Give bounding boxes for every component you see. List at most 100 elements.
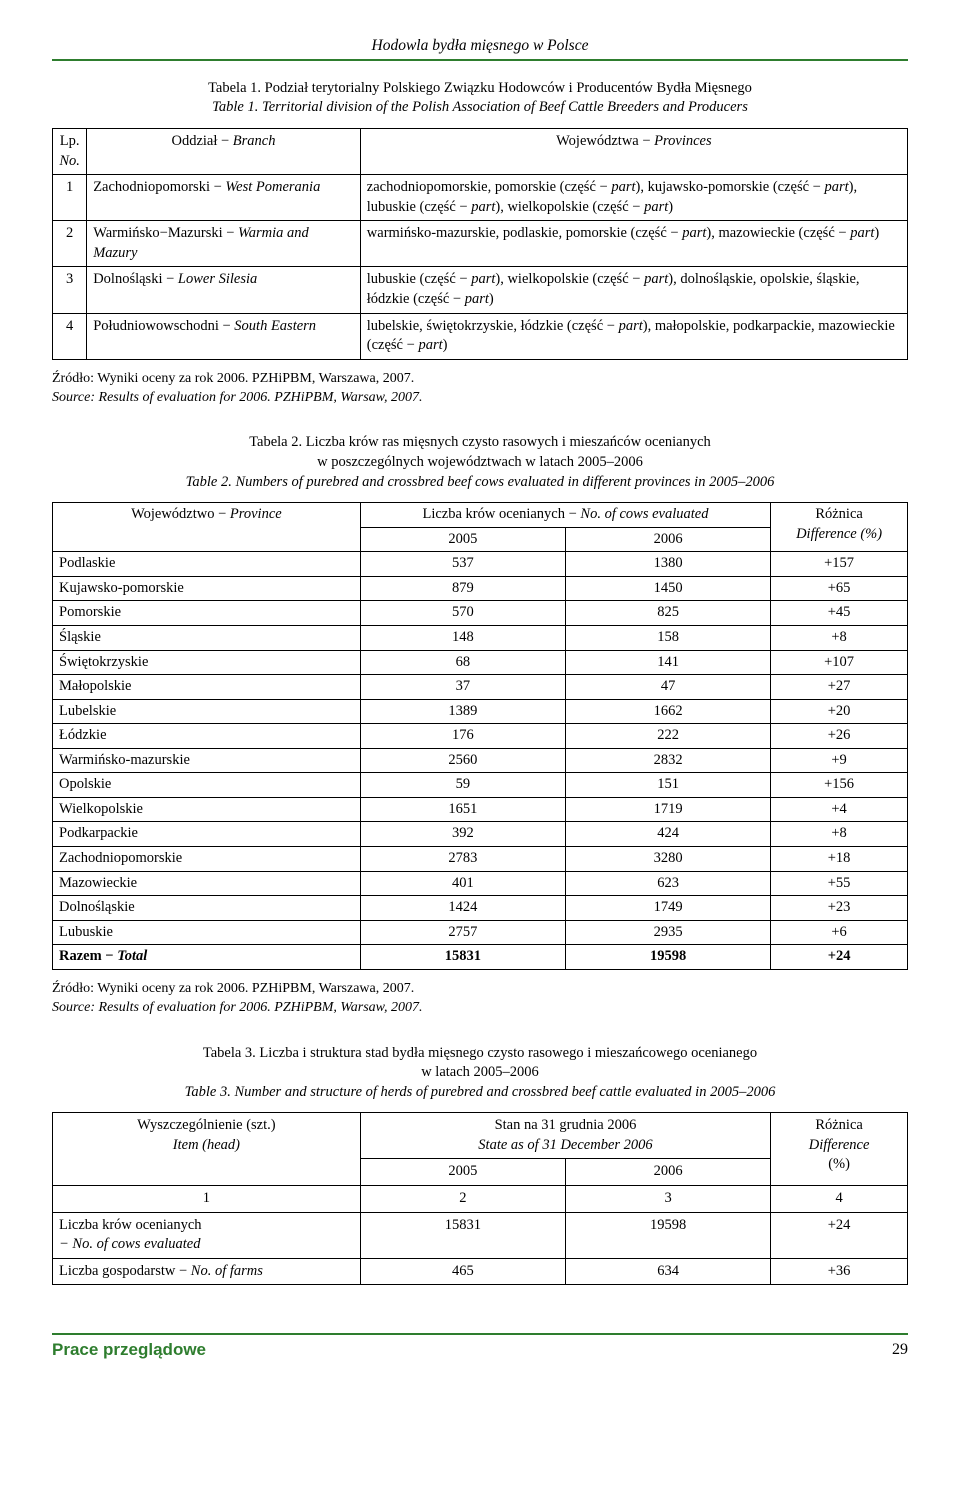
t1-lp: 3	[53, 267, 87, 313]
t3-val-0: 15831	[360, 1212, 565, 1258]
table2-caption: Tabela 2. Liczba krów ras mięsnych czyst…	[52, 433, 908, 492]
table2-source: Źródło: Wyniki oceny za rok 2006. PZHiPB…	[52, 980, 908, 1018]
t2-cell-y2: 623	[565, 871, 770, 896]
t2-cell-d: +18	[771, 847, 908, 872]
table1-caption-en: Table 1. Territorial division of the Pol…	[212, 99, 748, 115]
t2-cell-y2: 141	[565, 650, 770, 675]
t2-cell-name: Wielkopolskie	[53, 797, 361, 822]
table1: Lp.No. Oddział − Branch Województwa − Pr…	[52, 128, 908, 360]
t2-total-2: +24	[771, 945, 908, 970]
t3-colnum-4: 4	[771, 1185, 908, 1212]
t2-cell-y2: 825	[565, 601, 770, 626]
t2-cell-y2: 151	[565, 773, 770, 798]
t2-cell-name: Pomorskie	[53, 601, 361, 626]
t2-cell-y1: 1651	[360, 797, 565, 822]
table2: Województwo − Province Liczba krów oceni…	[52, 502, 908, 970]
t2-cell-y2: 222	[565, 724, 770, 749]
t2-cell-y2: 1719	[565, 797, 770, 822]
t3-head-2006: 2006	[565, 1159, 770, 1186]
t2-cell-name: Łódzkie	[53, 724, 361, 749]
t2-cell-name: Małopolskie	[53, 675, 361, 700]
t1-lp: 4	[53, 313, 87, 359]
t1-head-lp: Lp.No.	[53, 129, 87, 175]
t2-cell-y2: 1380	[565, 552, 770, 577]
t2-cell-d: +26	[771, 724, 908, 749]
t2-cell-y1: 1424	[360, 896, 565, 921]
t2-cell-y1: 59	[360, 773, 565, 798]
t3-colnum-2: 2	[360, 1185, 565, 1212]
t2-cell-y2: 3280	[565, 847, 770, 872]
t2-cell-y1: 392	[360, 822, 565, 847]
t3-val-2: +36	[771, 1258, 908, 1285]
footer-section-label: Prace przeglądowe	[52, 1339, 206, 1362]
t2-cell-name: Podlaskie	[53, 552, 361, 577]
t2-cell-name: Warmińsko-mazurskie	[53, 748, 361, 773]
t2-cell-y2: 2935	[565, 920, 770, 945]
t1-branch: Zachodniopomorski − West Pomerania	[87, 175, 361, 221]
t2-cell-y1: 148	[360, 625, 565, 650]
page-header-title: Hodowla bydła mięsnego w Polsce	[52, 36, 908, 57]
t2-total-0: 15831	[360, 945, 565, 970]
t2-cell-name: Lubuskie	[53, 920, 361, 945]
t1-head-provinces: Województwa − Provinces	[360, 129, 907, 175]
t2-cell-y1: 570	[360, 601, 565, 626]
t2-cell-y2: 2832	[565, 748, 770, 773]
t3-item: Liczba krów ocenianych− No. of cows eval…	[53, 1212, 361, 1258]
t2-cell-name: Świętokrzyskie	[53, 650, 361, 675]
t2-cell-d: +45	[771, 601, 908, 626]
footer-rule	[52, 1333, 908, 1335]
t2-cell-name: Zachodniopomorskie	[53, 847, 361, 872]
t2-cell-y1: 68	[360, 650, 565, 675]
t2-head-diff: RóżnicaDifference (%)	[771, 503, 908, 552]
t2-cell-d: +9	[771, 748, 908, 773]
t2-cell-d: +107	[771, 650, 908, 675]
t1-lp: 2	[53, 221, 87, 267]
t2-total-label: Razem − Total	[53, 945, 361, 970]
t3-colnum-3: 3	[565, 1185, 770, 1212]
t3-item: Liczba gospodarstw − No. of farms	[53, 1258, 361, 1285]
t2-cell-y1: 1389	[360, 699, 565, 724]
t1-branch: Warmińsko−Mazurski − Warmia and Mazury	[87, 221, 361, 267]
t2-cell-y1: 2783	[360, 847, 565, 872]
t3-head-item: Wyszczególnienie (szt.)Item (head)	[53, 1113, 361, 1186]
t2-cell-y1: 37	[360, 675, 565, 700]
t1-provinces: zachodniopomorskie, pomorskie (część − p…	[360, 175, 907, 221]
table1-caption-pl: Tabela 1. Podział terytorialny Polskiego…	[208, 80, 752, 96]
t2-cell-d: +20	[771, 699, 908, 724]
header-rule	[52, 59, 908, 61]
t2-cell-y2: 1662	[565, 699, 770, 724]
t2-cell-y2: 424	[565, 822, 770, 847]
t3-val-1: 634	[565, 1258, 770, 1285]
t2-cell-name: Kujawsko-pomorskie	[53, 576, 361, 601]
t2-cell-d: +23	[771, 896, 908, 921]
t2-cell-d: +157	[771, 552, 908, 577]
table1-caption: Tabela 1. Podział terytorialny Polskiego…	[52, 79, 908, 118]
t1-provinces: lubelskie, świętokrzyskie, łódzkie (częś…	[360, 313, 907, 359]
t2-cell-name: Śląskie	[53, 625, 361, 650]
t3-val-2: +24	[771, 1212, 908, 1258]
footer-page-number: 29	[892, 1339, 908, 1362]
t2-cell-y1: 537	[360, 552, 565, 577]
t2-cell-y1: 2757	[360, 920, 565, 945]
t2-cell-y1: 879	[360, 576, 565, 601]
t2-head-province: Województwo − Province	[53, 503, 361, 552]
t2-cell-y1: 2560	[360, 748, 565, 773]
t2-head-cows: Liczba krów ocenianych − No. of cows eva…	[360, 503, 770, 528]
t2-cell-y2: 158	[565, 625, 770, 650]
t1-head-branch: Oddział − Branch	[87, 129, 361, 175]
t2-cell-d: +55	[771, 871, 908, 896]
t2-total-1: 19598	[565, 945, 770, 970]
t2-cell-name: Podkarpackie	[53, 822, 361, 847]
t2-head-2005: 2005	[360, 527, 565, 552]
t3-val-1: 19598	[565, 1212, 770, 1258]
t1-provinces: warmińsko-mazurskie, podlaskie, pomorski…	[360, 221, 907, 267]
table3: Wyszczególnienie (szt.)Item (head) Stan …	[52, 1112, 908, 1285]
t1-lp: 1	[53, 175, 87, 221]
t3-head-2005: 2005	[360, 1159, 565, 1186]
t2-cell-d: +8	[771, 625, 908, 650]
t2-cell-y2: 1450	[565, 576, 770, 601]
t2-cell-d: +156	[771, 773, 908, 798]
table1-source: Źródło: Wyniki oceny za rok 2006. PZHiPB…	[52, 370, 908, 408]
t2-cell-d: +65	[771, 576, 908, 601]
t3-head-state: Stan na 31 grudnia 2006State as of 31 De…	[360, 1113, 770, 1159]
